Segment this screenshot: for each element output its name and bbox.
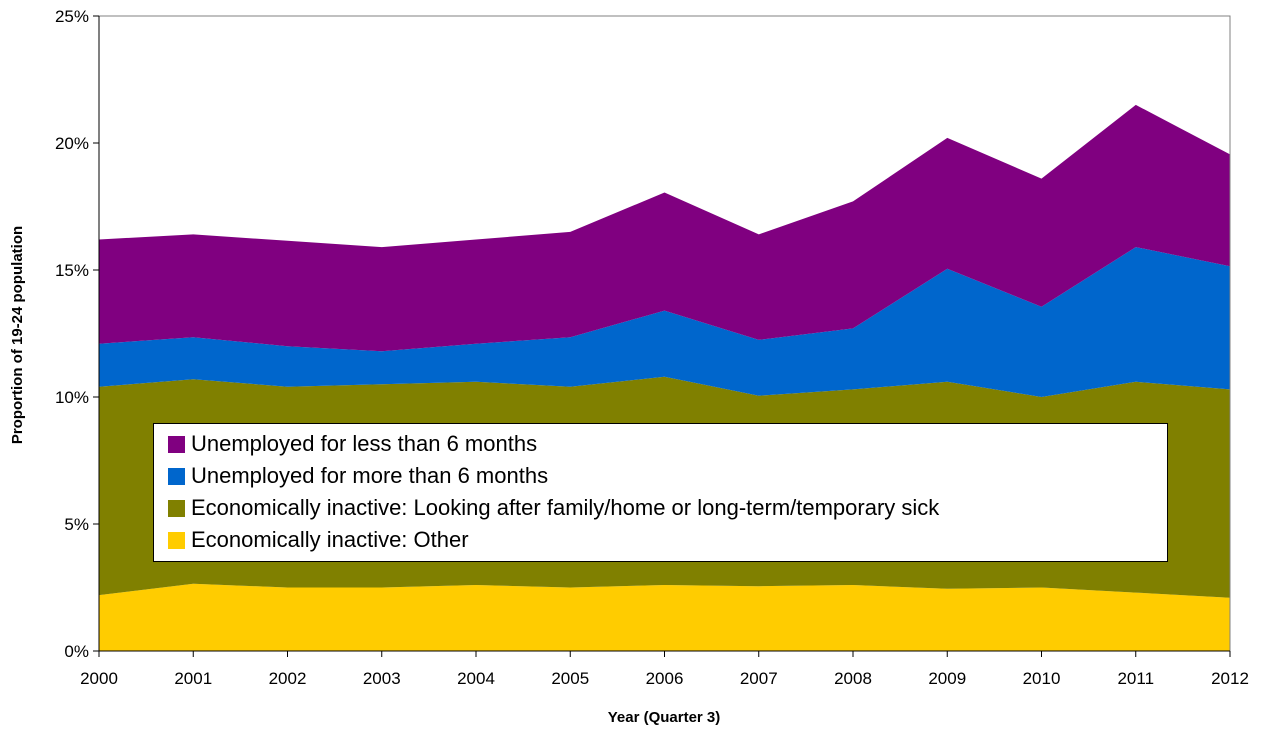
area-series-3 (99, 104, 1230, 352)
y-tick-label: 20% (55, 134, 89, 153)
axes: 0% 5% 10% 15% 20% 25% 2000 2001 2002 2003 2004 2005… (55, 7, 1249, 688)
legend-label: Economically inactive: Looking after fam… (191, 495, 940, 520)
legend-swatch (168, 499, 185, 517)
area-series-0 (99, 583, 1230, 651)
x-tick-label: 2009 (928, 669, 966, 688)
y-tick-label: 5% (64, 515, 89, 534)
stacked-areas (99, 104, 1230, 651)
legend: Unemployed for less than 6 months Unempl… (153, 423, 1168, 562)
y-tick-label: 10% (55, 388, 89, 407)
legend-item-unemployed-long: Unemployed for more than 6 months (168, 460, 1167, 492)
legend-swatch (168, 435, 185, 453)
legend-swatch (168, 531, 185, 549)
x-tick-label: 2008 (834, 669, 872, 688)
x-tick-label: 2011 (1117, 669, 1154, 688)
x-axis-title: Year (Quarter 3) (608, 709, 721, 726)
x-tick-label: 2006 (646, 669, 684, 688)
legend-item-unemployed-short: Unemployed for less than 6 months (168, 428, 1167, 460)
y-axis-title: Proportion of 19-24 population (9, 226, 26, 444)
x-tick-label: 2012 (1211, 669, 1249, 688)
y-tick-label: 25% (55, 7, 89, 26)
legend-label: Unemployed for more than 6 months (191, 463, 549, 488)
x-tick-label: 2004 (457, 669, 495, 688)
legend-item-inactive-family-sick: Economically inactive: Looking after fam… (168, 492, 1167, 524)
y-tick-label: 15% (55, 261, 89, 280)
area-series-2 (99, 247, 1230, 397)
legend-item-inactive-other: Economically inactive: Other (168, 524, 1167, 556)
x-tick-label: 2005 (551, 669, 589, 688)
y-tick-label: 0% (64, 642, 89, 661)
x-tick-label: 2000 (80, 669, 118, 688)
x-tick-label: 2001 (174, 669, 212, 688)
x-tick-label: 2002 (269, 669, 307, 688)
x-tick-label: 2010 (1023, 669, 1061, 688)
x-tick-label: 2003 (363, 669, 401, 688)
legend-swatch (168, 467, 185, 485)
legend-label: Economically inactive: Other (191, 527, 469, 552)
legend-label: Unemployed for less than 6 months (191, 431, 538, 456)
x-tick-label: 2007 (740, 669, 778, 688)
